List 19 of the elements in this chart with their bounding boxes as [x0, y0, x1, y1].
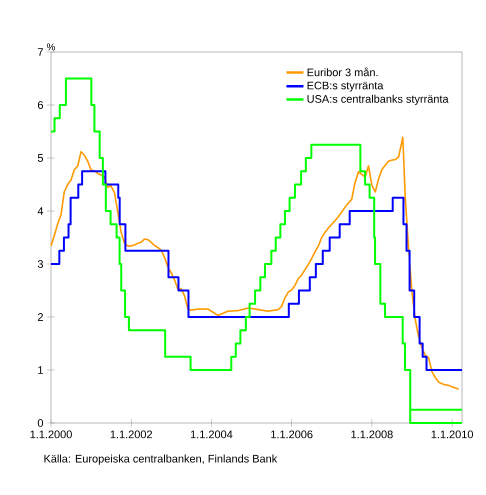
legend-label: USA:s centralbanks styrränta — [308, 94, 449, 105]
x-tick-label: 1.1.2002 — [110, 430, 152, 438]
x-tick-label: 1.1.2006 — [271, 430, 313, 438]
legend-label: Euribor 3 mån. — [308, 67, 378, 76]
y-tick-label: 2 — [38, 313, 43, 321]
x-tick-label: 1.1.2004 — [190, 430, 232, 438]
y-tick-label: 4 — [38, 207, 44, 215]
legend-label: ECB:s styrränta — [308, 82, 384, 92]
y-tick-label: 3 — [38, 260, 43, 268]
y-axis-title: % — [46, 43, 56, 50]
y-tick-label: 0 — [38, 419, 44, 427]
y-tick-label: 5 — [38, 154, 44, 162]
x-tick-label: 1.1.2010 — [432, 430, 473, 438]
text: Källa: Europeiska centralbanken, Finlands Bank — [44, 454, 278, 465]
x-tick-label: 1.1.2000 — [30, 430, 72, 438]
y-tick-label: 6 — [38, 101, 43, 109]
x-tick-label: 1.1.2008 — [351, 430, 393, 438]
y-tick-label: 1 — [38, 366, 43, 374]
y-tick-label: 7 — [38, 48, 43, 56]
